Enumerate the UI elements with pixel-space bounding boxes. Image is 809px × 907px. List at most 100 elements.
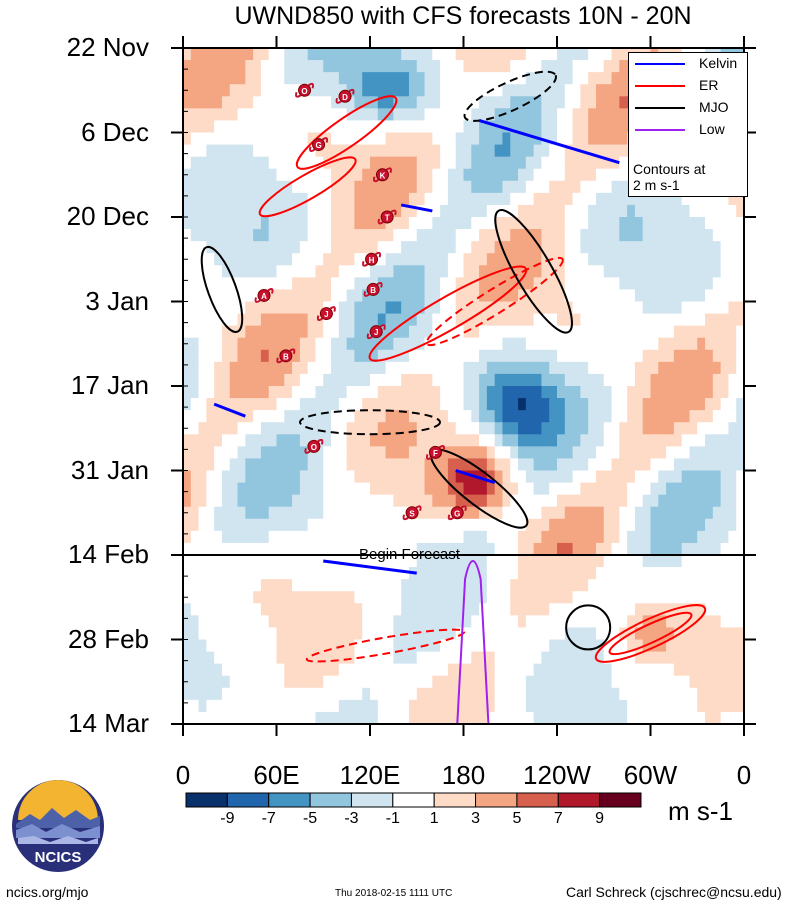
- field-cell: [377, 579, 387, 592]
- field-cell: [502, 289, 511, 303]
- field-cell: [299, 180, 309, 194]
- field-cell: [315, 325, 324, 339]
- field-cell: [183, 398, 192, 411]
- field-cell: [603, 60, 613, 73]
- field-cell: [689, 313, 698, 327]
- field-cell: [541, 651, 550, 665]
- field-cell: [588, 470, 597, 484]
- field-cell: [455, 48, 465, 61]
- field-cell: [510, 168, 519, 182]
- field-cell: [354, 229, 363, 242]
- field-cell: [362, 168, 371, 182]
- field-cell: [673, 591, 683, 604]
- field-cell: [370, 627, 379, 641]
- field-cell: [572, 518, 581, 532]
- field-cell: [455, 84, 465, 97]
- field-cell: [416, 518, 426, 532]
- field-cell: [518, 84, 527, 97]
- field-cell: [292, 204, 301, 218]
- field-cell: [276, 156, 285, 170]
- field-cell: [370, 410, 379, 423]
- field-cell: [221, 204, 231, 218]
- field-cell: [183, 711, 192, 724]
- field-cell: [401, 132, 410, 146]
- field-cell: [299, 337, 309, 351]
- field-cell: [315, 591, 324, 604]
- field-cell: [401, 482, 410, 496]
- field-cell: [595, 168, 605, 182]
- field-cell: [214, 482, 223, 496]
- field-cell: [354, 204, 363, 218]
- field-cell: [518, 422, 527, 435]
- field-cell: [221, 579, 231, 592]
- field-cell: [697, 603, 706, 616]
- field-cell: [549, 168, 558, 182]
- field-cell: [206, 579, 215, 592]
- field-cell: [362, 518, 371, 532]
- field-cell: [229, 168, 239, 182]
- field-cell: [408, 398, 418, 411]
- field-cell: [572, 398, 581, 411]
- field-cell: [580, 627, 589, 641]
- field-cell: [642, 410, 652, 423]
- field-cell: [198, 168, 207, 182]
- field-cell: [393, 434, 402, 447]
- field-cell: [712, 204, 722, 218]
- colorbar-swatch: [185, 792, 228, 808]
- field-cell: [432, 518, 441, 532]
- field-cell: [229, 253, 239, 266]
- field-cell: [588, 156, 597, 170]
- field-cell: [393, 337, 402, 351]
- field-cell: [432, 180, 441, 194]
- field-cell: [338, 168, 348, 182]
- field-cell: [627, 192, 636, 206]
- field-cell: [510, 229, 519, 242]
- field-cell: [666, 675, 675, 689]
- field-cell: [377, 518, 387, 532]
- field-cell: [455, 494, 465, 508]
- field-cell: [284, 398, 293, 411]
- field-cell: [276, 422, 285, 435]
- field-cell: [619, 482, 628, 496]
- field-cell: [237, 398, 246, 411]
- field-cell: [494, 482, 504, 496]
- field-cell: [580, 301, 589, 315]
- field-cell: [408, 60, 418, 73]
- field-cell: [424, 446, 433, 460]
- field-cell: [557, 603, 566, 616]
- field-cell: [634, 361, 644, 375]
- field-cell: [611, 627, 620, 641]
- field-cell: [627, 398, 636, 411]
- field-cell: [705, 253, 714, 266]
- field-cell: [268, 337, 278, 351]
- field-cell: [292, 84, 301, 97]
- field-cell: [323, 192, 332, 206]
- field-cell: [572, 301, 581, 315]
- field-cell: [666, 253, 675, 266]
- field-cell: [338, 434, 348, 447]
- field-cell: [447, 265, 457, 278]
- field-cell: [198, 651, 207, 665]
- field-cell: [705, 639, 714, 653]
- field-cell: [401, 241, 410, 254]
- field-cell: [634, 313, 644, 327]
- field-cell: [728, 555, 737, 568]
- field-cell: [525, 663, 535, 677]
- field-cell: [284, 241, 293, 254]
- field-cell: [276, 313, 285, 327]
- field-cell: [564, 398, 574, 411]
- field-cell: [447, 434, 457, 447]
- field-cell: [346, 72, 356, 85]
- field-cell: [502, 627, 511, 641]
- field-cell: [471, 591, 480, 604]
- field-cell: [533, 687, 543, 701]
- field-cell: [284, 494, 293, 508]
- field-cell: [463, 217, 472, 230]
- field-cell: [588, 108, 597, 122]
- field-cell: [315, 410, 324, 423]
- field-cell: [338, 555, 348, 568]
- footer-website[interactable]: ncics.org/mjo: [6, 884, 89, 900]
- field-cell: [689, 325, 698, 339]
- field-cell: [549, 579, 558, 592]
- field-cell: [642, 494, 652, 508]
